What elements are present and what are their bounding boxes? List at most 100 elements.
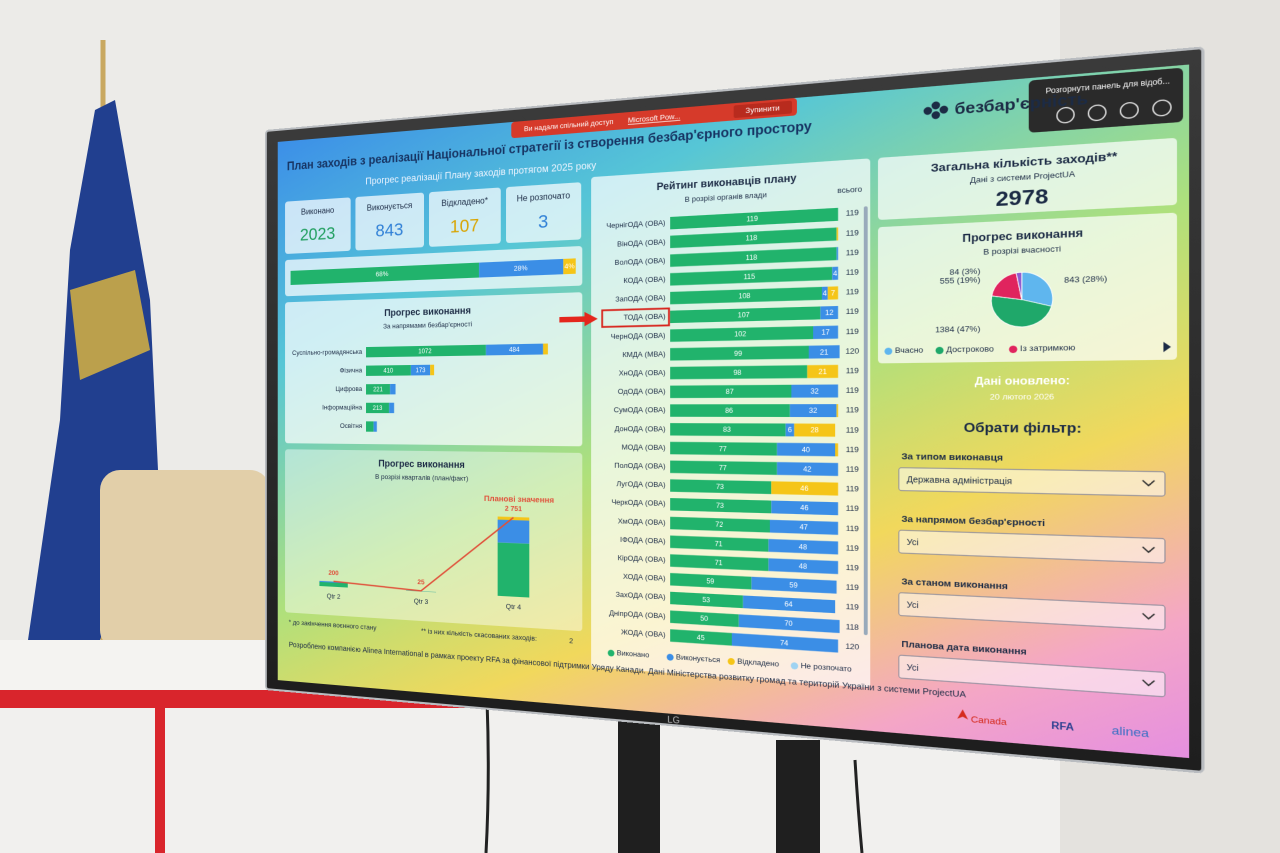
- brand-icon: [939, 105, 949, 114]
- total-value: 2978: [996, 185, 1049, 211]
- kpi-value: 843: [376, 220, 404, 241]
- bar-segment: [835, 443, 839, 457]
- bar-segment: [390, 383, 396, 395]
- category-label: ЛугОДА (ОВА): [616, 480, 665, 489]
- flag-emblem: [70, 270, 150, 380]
- chart-subtitle: В розрізі кварталів (план/факт): [375, 474, 468, 484]
- data-label: 28%: [514, 265, 528, 274]
- category-label: ХОДА (ОВА): [623, 573, 666, 583]
- note-cancelled: 2: [569, 638, 574, 646]
- chart-subtitle: За напрямами безбар'єрності: [383, 321, 472, 331]
- panel: [591, 158, 871, 688]
- line-label: 200: [328, 569, 339, 577]
- total-label: 119: [846, 308, 860, 317]
- slice-label: 843 (28%): [1064, 274, 1107, 285]
- filter-label: Планова дата виконання: [901, 639, 1026, 657]
- bar-segment: [366, 421, 374, 432]
- x-tick-label: Qtr 4: [506, 603, 522, 612]
- filter-title: Обрати фільтр:: [964, 420, 1082, 436]
- bar-segment: [543, 343, 548, 355]
- category-label: ВінОДА (ОВА): [617, 238, 665, 248]
- total-label: 119: [846, 229, 860, 238]
- total-label: 119: [846, 209, 860, 218]
- data-label: 6: [788, 427, 792, 434]
- total-label: 119: [846, 465, 860, 474]
- total-label: 119: [846, 288, 860, 297]
- total-label: 119: [846, 524, 860, 533]
- bar-segment: [389, 402, 395, 414]
- category-label: ОдОДА (ОВА): [618, 388, 666, 396]
- data-label: 410: [383, 368, 393, 375]
- filter-label: За станом виконання: [901, 577, 1008, 592]
- table-leg: [155, 708, 165, 853]
- total-label: 119: [846, 367, 860, 376]
- category-label: ЧернігОДА (ОВА): [606, 219, 665, 230]
- data-label: 107: [738, 312, 750, 320]
- category-label: КірОДА (ОВА): [618, 554, 666, 564]
- data-label: 48: [799, 544, 807, 552]
- data-label: 118: [746, 255, 758, 263]
- data-label: 59: [706, 579, 714, 587]
- legend-label: Вчасно: [895, 346, 924, 355]
- kpi-label: Не розпочато: [517, 190, 571, 204]
- kpi-label: Відкладено*: [441, 196, 488, 209]
- total-label: 120: [845, 642, 860, 652]
- filter-value: Усі: [907, 662, 920, 673]
- data-label: 21: [820, 349, 828, 357]
- data-label: 46: [800, 486, 808, 494]
- data-label: 87: [726, 389, 734, 396]
- chart-title: Прогрес виконання: [962, 226, 1083, 244]
- data-label: 484: [509, 347, 520, 354]
- kpi-label: Виконується: [367, 200, 412, 213]
- panel: [506, 182, 582, 244]
- logo-canada: Canada: [971, 715, 1007, 728]
- data-label: 12: [825, 310, 833, 318]
- legend-label: Виконується: [676, 654, 720, 665]
- data-label: 73: [716, 484, 724, 491]
- data-label: 50: [700, 616, 708, 624]
- x-tick-label: Qtr 2: [327, 593, 341, 601]
- filter-value: Усі: [907, 600, 920, 611]
- panel: [285, 197, 351, 255]
- data-label: 59: [789, 582, 797, 590]
- data-label: 99: [734, 351, 742, 358]
- category-label: ХнОДА (ОВА): [619, 369, 666, 378]
- data-label: 77: [719, 446, 727, 453]
- data-label: 53: [702, 597, 710, 605]
- data-label: 221: [373, 387, 383, 394]
- legend-label: Виконано: [617, 650, 650, 661]
- category-label: ВолОДА (ОВА): [615, 257, 666, 267]
- bar-segment: [836, 247, 839, 261]
- bar-segment: [373, 421, 377, 432]
- legend-label: Із затримкою: [1020, 344, 1076, 354]
- filter-dropdown[interactable]: [899, 530, 1165, 563]
- data-label: 71: [715, 560, 723, 568]
- panel: [355, 192, 425, 251]
- brand-icon: [923, 106, 933, 116]
- data-label: 4: [823, 291, 828, 299]
- bar-segment: [430, 364, 435, 376]
- total-label: 119: [846, 603, 860, 612]
- category-label: ЖОДА (ОВА): [621, 628, 665, 639]
- data-label: 64: [784, 602, 793, 610]
- category-label: ПолОДА (ОВА): [614, 462, 665, 471]
- filter-dropdown[interactable]: [899, 593, 1165, 630]
- stand-post: [776, 740, 820, 853]
- total-label: 119: [846, 387, 860, 396]
- category-label: ДніпрОДА (ОВА): [609, 609, 665, 620]
- category-label: ЧернОДА (ОВА): [611, 332, 666, 341]
- slice-label: 555 (19%): [940, 276, 980, 286]
- data-label: 42: [803, 466, 811, 473]
- data-label: 118: [746, 235, 758, 243]
- cable: [853, 759, 864, 853]
- cable: [484, 699, 490, 853]
- data-label: 77: [719, 465, 727, 472]
- data-label: 70: [784, 621, 792, 629]
- category-label: Суспільно-громадянська: [292, 349, 363, 358]
- category-label: ЗапОДА (ОВА): [615, 294, 665, 304]
- filter-label: За напрямом безбар'єрності: [901, 514, 1045, 528]
- data-label: 32: [809, 408, 817, 415]
- panel: [429, 187, 501, 247]
- kpi-value: 3: [538, 211, 548, 232]
